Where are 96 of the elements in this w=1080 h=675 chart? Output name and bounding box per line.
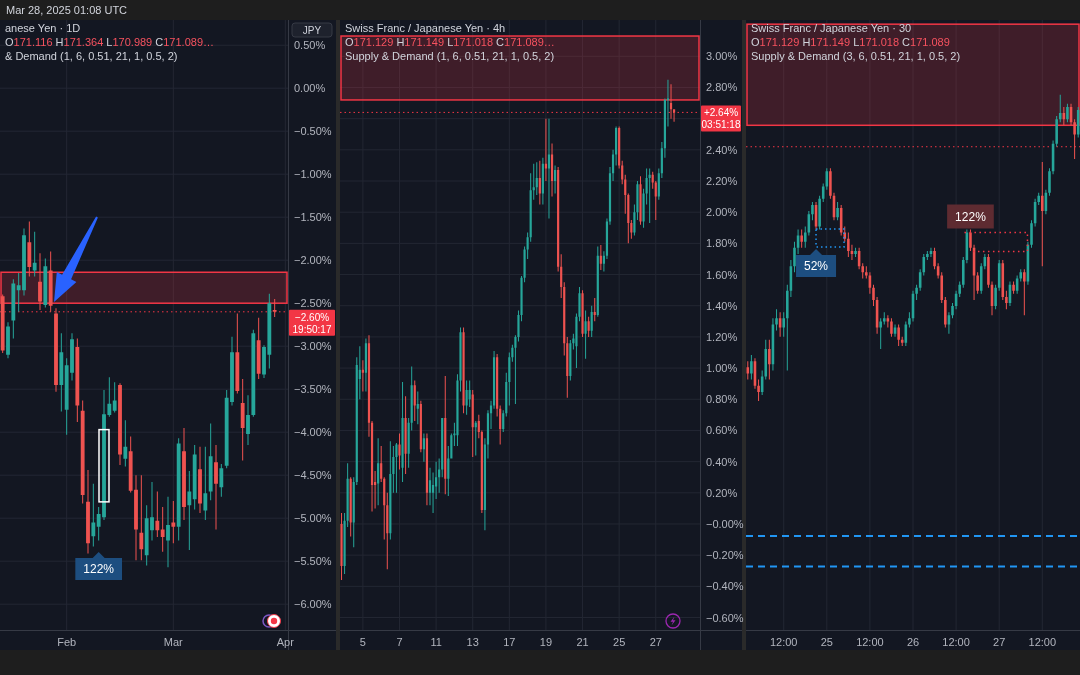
y-tick-label: −5.00%: [294, 512, 332, 525]
y-tick-label: −6.00%: [294, 598, 332, 611]
y-tick-label: 0.00%: [294, 82, 326, 95]
ref-line-label: −2.60% 19:50:17: [292, 311, 332, 335]
y-tick-label: −3.50%: [294, 383, 332, 396]
text: & Demand (1, 6, 0.51, 21, 1, 0.5, 2): [5, 50, 178, 62]
x-tick-label: Mar: [163, 636, 184, 648]
x-tick-label: 19: [539, 636, 553, 648]
candlestick: [171, 501, 176, 544]
candlestick: [1058, 94, 1062, 123]
candlestick: [112, 382, 117, 413]
candlestick: [800, 229, 803, 248]
y-tick-label: −4.50%: [294, 469, 332, 482]
y-tick-label: −1.00%: [294, 168, 332, 181]
candlestick: [782, 312, 785, 337]
y-tick-label: 2.80%: [706, 81, 738, 94]
text: Supply & Demand (1, 6, 0.51, 21, 1, 0.5, 2): [345, 50, 555, 62]
text: O171.129 H171.149 L171.018 C171.089: [751, 36, 950, 48]
chart-subtitle: Supply & Demand (3, 6, 0.51, 21, 1, 0.5, 2): [751, 50, 961, 62]
chart-title: Swiss Franc / Japanese Yen · 4h: [345, 22, 506, 34]
ref-line-label: +2.64% 03:51:18: [701, 106, 741, 130]
y-tick-label: −3.00%: [294, 340, 332, 353]
text: Mar 28, 2025 01:08 UTC: [6, 4, 128, 16]
candlestick: [890, 318, 893, 337]
x-tick-label: 12:00: [856, 636, 884, 648]
y-tick-label: −0.50%: [294, 125, 332, 138]
x-tick-label: 17: [503, 636, 516, 648]
x-tick-label: 27: [649, 636, 662, 648]
candlestick: [401, 382, 404, 482]
y-tick-label: 0.40%: [706, 455, 738, 468]
chart-title: Swiss Franc / Japanese Yen · 30: [751, 22, 912, 34]
x-tick-label: 5: [359, 636, 366, 648]
candlestick: [139, 475, 144, 561]
x-tick-label: 12:00: [1028, 636, 1057, 648]
y-tick-label: 2.40%: [706, 143, 738, 156]
x-tick-label: 25: [820, 636, 833, 648]
candlestick: [879, 318, 882, 349]
annotation: 52%: [804, 258, 829, 273]
candlestick: [32, 231, 37, 277]
x-tick-label: 7: [396, 636, 403, 648]
candlestick: [584, 310, 587, 359]
y-tick-label: −0.20%: [706, 549, 744, 562]
candlestick: [462, 327, 465, 414]
y-tick-label: 3.00%: [706, 50, 738, 63]
chart-title: anese Yen · 1D: [5, 22, 81, 34]
candlestick: [639, 176, 642, 225]
candlestick: [398, 433, 401, 470]
candlestick: [214, 445, 218, 530]
x-tick-label: 25: [613, 636, 626, 648]
candlestick: [775, 309, 778, 331]
y-tick-label: 1.80%: [706, 237, 738, 250]
annotation: 122%: [83, 562, 115, 577]
y-tick-label: −0.00%: [706, 517, 744, 530]
candlestick: [395, 442, 398, 493]
x-tick-label: 21: [576, 636, 589, 648]
candlestick: [544, 118, 548, 182]
y-tick-label: 0.50%: [294, 39, 326, 52]
candlestick: [340, 513, 343, 581]
y-tick-label: −1.50%: [294, 211, 332, 224]
y-tick-label: 1.60%: [706, 268, 738, 281]
y-tick-label: 1.40%: [706, 299, 738, 312]
y-tick-label: 2.20%: [706, 175, 738, 188]
text: JPY: [302, 24, 322, 36]
candlestick: [166, 496, 170, 568]
x-tick-label: 11: [430, 636, 442, 648]
x-tick-label: 12:00: [769, 636, 798, 648]
y-tick-label: 0.60%: [706, 424, 738, 437]
x-tick-label: Apr: [276, 636, 295, 648]
candlestick: [882, 312, 886, 325]
x-tick-label: 13: [466, 636, 479, 648]
y-tick-label: −0.40%: [706, 580, 744, 593]
x-tick-label: 27: [993, 636, 1006, 648]
y-tick-label: −2.00%: [294, 254, 332, 267]
candlestick: [160, 507, 165, 552]
annotation: O171.129 H171.149 L171.018 C171.089…: [345, 36, 555, 48]
candlestick: [648, 168, 651, 224]
candlestick: [272, 298, 277, 317]
x-tick-label: Feb: [57, 636, 77, 648]
y-tick-label: 0.80%: [706, 393, 738, 406]
candlestick: [581, 290, 584, 337]
candlestick: [1023, 269, 1026, 316]
y-tick-label: 1.20%: [706, 330, 738, 343]
candlestick: [908, 312, 911, 328]
y-tick-label: 1.00%: [706, 362, 738, 375]
candlestick: [1041, 162, 1044, 267]
y-tick-label: −2.50%: [294, 297, 332, 310]
y-tick-label: −5.50%: [294, 555, 332, 568]
y-tick-label: 2.00%: [706, 206, 738, 219]
y-tick-label: −0.60%: [706, 611, 744, 624]
annotation: 122%: [955, 209, 987, 224]
y-tick-label: −4.00%: [294, 426, 332, 439]
annotation: O171.116 H171.364 L170.989 C171.089…: [5, 36, 214, 48]
x-tick-label: 26: [906, 636, 920, 648]
x-tick-label: 12:00: [942, 636, 970, 648]
y-tick-label: 0.20%: [706, 486, 738, 499]
candlestick: [404, 396, 407, 475]
